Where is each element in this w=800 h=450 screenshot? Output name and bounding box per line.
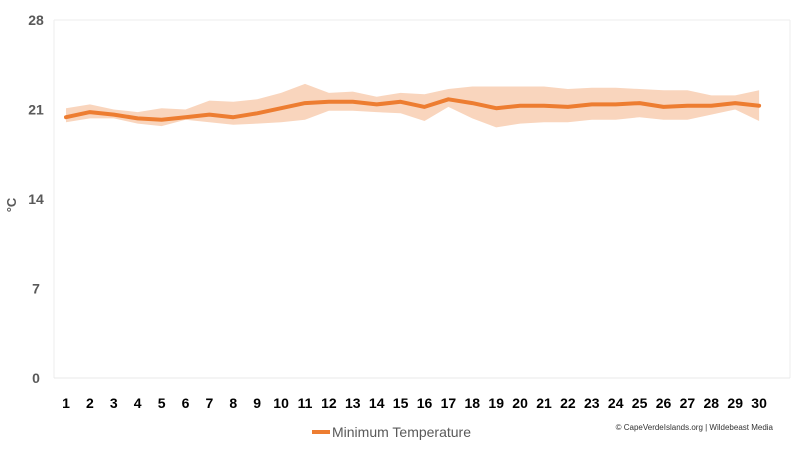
x-tick-label: 10 (273, 395, 289, 411)
y-tick-label: 7 (32, 281, 40, 297)
y-tick-labels: 0 7 14 21 28 (28, 12, 44, 386)
legend: Minimum Temperature (312, 424, 471, 440)
x-tick-label: 20 (512, 395, 528, 411)
x-tick-label: 30 (751, 395, 767, 411)
x-tick-label: 15 (393, 395, 409, 411)
x-tick-label: 27 (680, 395, 696, 411)
x-tick-label: 22 (560, 395, 576, 411)
x-tick-label: 1 (62, 395, 70, 411)
x-tick-label: 13 (345, 395, 361, 411)
series-line-minimum-temperature (64, 97, 762, 122)
x-tick-label: 28 (704, 395, 720, 411)
x-tick-label: 21 (536, 395, 552, 411)
x-tick-label: 23 (584, 395, 600, 411)
x-tick-label: 3 (110, 395, 118, 411)
x-tick-label: 18 (465, 395, 481, 411)
x-tick-label: 16 (417, 395, 433, 411)
x-tick-label: 5 (158, 395, 166, 411)
x-tick-label: 14 (369, 395, 385, 411)
x-tick-label: 29 (727, 395, 743, 411)
x-tick-label: 24 (608, 395, 624, 411)
x-tick-labels: 1 2 3 4 5 6 7 8 9 10 11 12 13 14 15 16 17 18 19 20 21 22 23 24 2… (62, 395, 767, 411)
series-line-layer (64, 97, 762, 122)
x-tick-label: 7 (206, 395, 214, 411)
y-tick-label: 0 (32, 370, 40, 386)
x-tick-label: 6 (182, 395, 190, 411)
x-tick-label: 2 (86, 395, 94, 411)
x-tick-label: 12 (321, 395, 337, 411)
x-tick-label: 19 (488, 395, 504, 411)
x-tick-label: 26 (656, 395, 672, 411)
y-tick-label: 28 (28, 12, 44, 28)
x-tick-label: 4 (134, 395, 142, 411)
x-tick-label: 11 (298, 395, 313, 411)
x-tick-label: 9 (253, 395, 261, 411)
x-tick-label: 25 (632, 395, 648, 411)
plot-area (53, 19, 791, 379)
y-tick-label: 14 (28, 191, 44, 207)
legend-label: Minimum Temperature (332, 424, 471, 440)
y-axis-label: °C (4, 197, 19, 212)
x-tick-label: 17 (441, 395, 457, 411)
x-tick-label: 8 (229, 395, 237, 411)
y-tick-label: 21 (28, 102, 44, 118)
credit-text: © CapeVerdeIslands.org | Wildebeast Medi… (616, 423, 774, 432)
